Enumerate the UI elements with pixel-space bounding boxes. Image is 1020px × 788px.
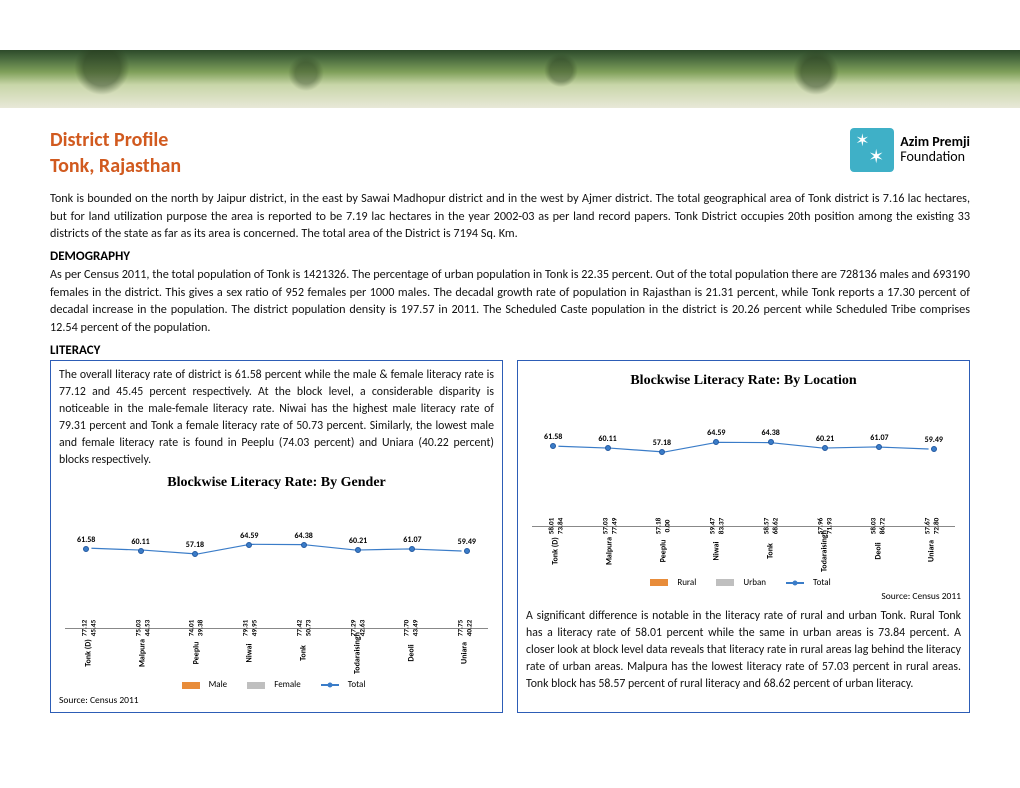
gender-chart-source: Source: Census 2011 <box>59 694 494 706</box>
legend-total-location: Total <box>813 577 831 588</box>
location-chart-xlabels: Tonk (D)MalpuraPeepluNiwaiTonkTodaraisin… <box>526 529 961 573</box>
line-point <box>192 551 198 557</box>
doc-title-line2: Tonk, Rajasthan <box>50 154 181 178</box>
x-label: Tonk <box>281 630 325 677</box>
gender-chart: Blockwise Literacy Rate: By Gender 77.12… <box>59 475 494 690</box>
line-label: 60.11 <box>598 434 616 444</box>
location-chart: Blockwise Literacy Rate: By Location 58.… <box>526 373 961 588</box>
legend-total-gender: Total <box>348 679 366 690</box>
content-area: District Profile Tonk, Rajasthan Azim Pr… <box>0 108 1020 713</box>
right-panel: Blockwise Literacy Rate: By Location 58.… <box>517 360 970 714</box>
line-label: 60.21 <box>349 536 367 546</box>
line-point <box>713 439 719 445</box>
x-label: Peeplu <box>174 630 218 677</box>
line-point <box>605 445 611 451</box>
x-label: Niwai <box>228 630 272 677</box>
foundation-logo: Azim Premji Foundation <box>850 128 970 172</box>
x-label: Niwai <box>695 528 739 575</box>
intro-paragraph: Tonk is bounded on the north by Jaipur d… <box>50 190 970 243</box>
line-label: 59.49 <box>925 435 943 445</box>
gender-chart-xlabels: Tonk (D)MalpuraPeepluNiwaiTonkTodaraisin… <box>59 631 494 675</box>
x-label: Tonk <box>748 528 792 575</box>
literacy-right-paragraph: A significant difference is notable in t… <box>526 608 961 693</box>
location-chart-source: Source: Census 2011 <box>526 590 961 602</box>
legend-urban: Urban <box>743 577 766 588</box>
line-point <box>138 548 144 554</box>
line-point <box>355 547 361 553</box>
logo-mark-icon <box>850 128 894 172</box>
header-row: District Profile Tonk, Rajasthan Azim Pr… <box>50 128 970 178</box>
line-label: 64.38 <box>295 531 313 541</box>
banner-image <box>0 0 1020 108</box>
line-label: 61.07 <box>870 433 888 443</box>
line-point <box>659 449 665 455</box>
line-label: 57.18 <box>653 438 671 448</box>
gender-chart-title: Blockwise Literacy Rate: By Gender <box>59 475 494 491</box>
document-page: District Profile Tonk, Rajasthan Azim Pr… <box>0 0 1020 788</box>
line-label: 64.38 <box>762 428 780 438</box>
gender-chart-legend: Male Female Total <box>59 679 494 690</box>
legend-rural: Rural <box>677 577 696 588</box>
logo-text: Azim Premji Foundation <box>900 135 970 164</box>
legend-male: Male <box>209 679 228 690</box>
location-chart-title: Blockwise Literacy Rate: By Location <box>526 373 961 389</box>
line-point <box>301 542 307 548</box>
line-label: 59.49 <box>458 537 476 547</box>
x-label: Deoli <box>856 528 900 575</box>
line-point <box>768 439 774 445</box>
line-point <box>83 546 89 552</box>
line-point <box>246 542 252 548</box>
line-point <box>931 446 937 452</box>
line-label: 61.58 <box>77 535 95 545</box>
line-label: 60.21 <box>816 434 834 444</box>
line-label: 57.18 <box>186 540 204 550</box>
left-panel: The overall literacy rate of district is… <box>50 360 503 714</box>
line-point <box>409 546 415 552</box>
x-label: Todaraisingh <box>802 528 846 575</box>
line-label: 60.11 <box>131 537 149 547</box>
demography-heading: DEMOGRAPHY <box>50 249 970 264</box>
title-block: District Profile Tonk, Rajasthan <box>50 128 181 178</box>
line-point <box>550 443 556 449</box>
x-label: Deoli <box>389 630 433 677</box>
two-column-panel: The overall literacy rate of district is… <box>50 360 970 714</box>
x-label: Tonk (D) <box>66 630 110 677</box>
gender-chart-area: 77.1245.4575.0344.5374.0139.3879.3149.95… <box>59 495 494 629</box>
line-label: 64.59 <box>707 428 725 438</box>
line-point <box>464 548 470 554</box>
x-label: Todaraisingh <box>335 630 379 677</box>
demography-paragraph: As per Census 2011, the total population… <box>50 266 970 337</box>
x-label: Malpura <box>587 528 631 575</box>
line-label: 64.59 <box>240 531 258 541</box>
x-label: Uniara <box>443 630 487 677</box>
location-chart-legend: Rural Urban Total <box>526 577 961 588</box>
line-point <box>822 445 828 451</box>
x-label: Tonk (D) <box>533 528 577 575</box>
x-label: Uniara <box>910 528 954 575</box>
literacy-left-paragraph: The overall literacy rate of district is… <box>59 367 494 470</box>
literacy-heading: LITERACY <box>50 343 970 358</box>
line-label: 61.58 <box>544 432 562 442</box>
x-label: Malpura <box>120 630 164 677</box>
line-point <box>876 444 882 450</box>
banner-landscape <box>0 50 1020 108</box>
location-chart-area: 58.0173.8457.0377.4957.180.0059.4783.375… <box>526 393 961 527</box>
logo-line2: Foundation <box>900 150 970 165</box>
legend-female: Female <box>274 679 301 690</box>
x-label: Peeplu <box>641 528 685 575</box>
line-label: 61.07 <box>403 535 421 545</box>
doc-title-line1: District Profile <box>50 128 181 152</box>
